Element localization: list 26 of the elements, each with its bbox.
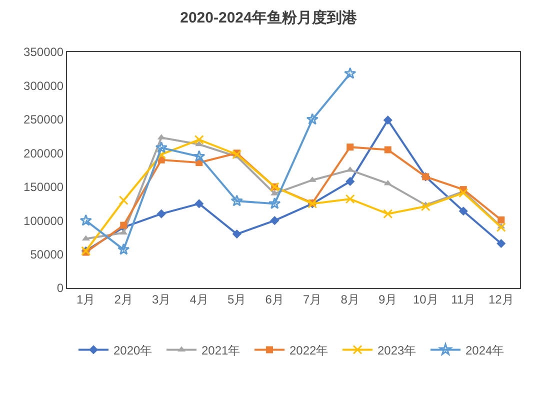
x-tick-label: 5月 [228,292,246,306]
y-tick-label: 300000 [24,78,64,93]
x-tick-label: 6月 [265,292,284,306]
y-tick-label: 150000 [24,180,64,194]
x-tick-label: 7月 [303,292,322,306]
x-tick-label: 12月 [488,292,514,306]
x-tick-label: 3月 [152,292,171,306]
x-tick-label: 8月 [340,292,360,306]
y-tick-label: 350000 [24,45,64,60]
legend-label: 2023年 [378,343,416,358]
y-tick-label: 50000 [30,247,64,262]
x-tick-label: 1月 [76,292,96,306]
y-tick-label: 200000 [24,146,64,160]
legend-label: 2021年 [202,343,240,358]
y-tick-label: 0 [56,281,64,296]
y-tick-label: 250000 [24,112,64,127]
x-tick-label: 9月 [378,292,398,306]
chart-title: 2020-2024年鱼粉月度到港 [180,8,358,26]
legend-label: 2024年 [466,343,504,358]
x-tick-label: 2月 [114,292,133,306]
legend-label: 2022年 [290,343,328,358]
legend-label: 2020年 [114,343,152,358]
y-tick-label: 100000 [24,214,64,228]
x-tick-label: 4月 [190,292,208,306]
x-tick-label: 11月 [451,292,476,306]
x-tick-label: 10月 [412,292,438,306]
